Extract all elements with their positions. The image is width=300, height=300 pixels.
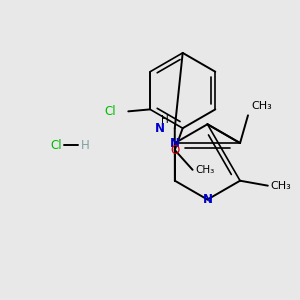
Text: N: N xyxy=(202,193,212,206)
Text: CH₃: CH₃ xyxy=(251,101,272,111)
Text: N: N xyxy=(155,122,165,135)
Text: CH₃: CH₃ xyxy=(196,165,215,175)
Text: Cl: Cl xyxy=(105,105,116,118)
Text: H: H xyxy=(161,115,169,125)
Text: CH₃: CH₃ xyxy=(271,181,292,191)
Text: N: N xyxy=(170,136,180,150)
Text: O: O xyxy=(170,143,179,157)
Text: H: H xyxy=(81,139,90,152)
Text: Cl: Cl xyxy=(50,139,62,152)
